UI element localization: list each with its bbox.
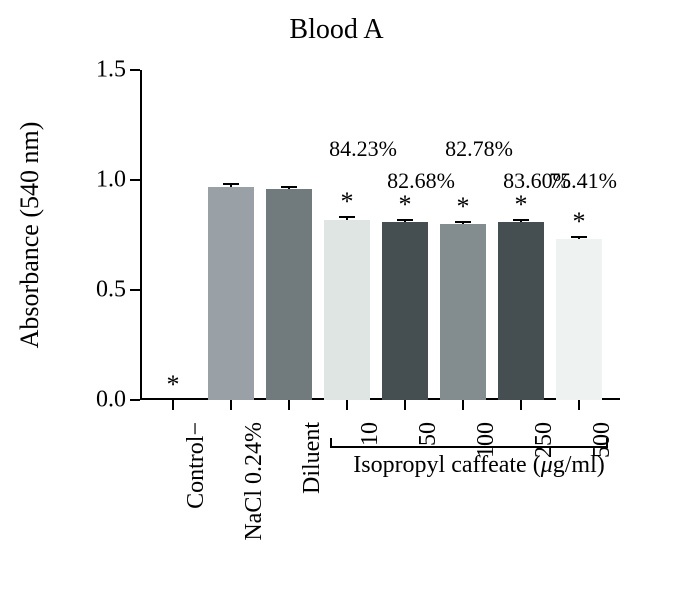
x-tick bbox=[520, 400, 522, 410]
x-label-diluent: Diluent bbox=[299, 422, 326, 494]
bar-nacl bbox=[208, 187, 254, 400]
bar-diluent bbox=[266, 189, 312, 400]
x-tick bbox=[462, 400, 464, 410]
bar-ic_500 bbox=[556, 239, 602, 400]
x-tick bbox=[346, 400, 348, 410]
error-stem bbox=[346, 217, 348, 219]
x-tick bbox=[404, 400, 406, 410]
y-tick bbox=[130, 69, 140, 71]
bracket-end bbox=[606, 438, 608, 448]
significance-star: * bbox=[341, 187, 354, 217]
group-bracket bbox=[330, 446, 608, 448]
error-stem bbox=[578, 237, 580, 239]
bracket-end bbox=[330, 438, 332, 448]
x-tick bbox=[230, 400, 232, 410]
error-stem bbox=[520, 220, 522, 222]
x-label-ic_10: 10 bbox=[357, 422, 384, 446]
significance-star: * bbox=[167, 370, 180, 400]
error-stem bbox=[288, 187, 290, 189]
y-tick-label: 1.5 bbox=[96, 57, 126, 84]
pct-label-ic_10: 84.23% bbox=[329, 136, 397, 162]
y-tick-label: 0.5 bbox=[96, 277, 126, 304]
bar-ic_50 bbox=[382, 222, 428, 400]
y-axis-line bbox=[140, 70, 142, 400]
x-tick bbox=[288, 400, 290, 410]
x-label-ic_50: 50 bbox=[415, 422, 442, 446]
bar-ic_10 bbox=[324, 220, 370, 400]
significance-star: * bbox=[515, 190, 528, 220]
chart-container: Blood A Absorbance (540 nm) 0.00.51.01.5… bbox=[0, 0, 673, 609]
y-tick bbox=[130, 179, 140, 181]
y-tick bbox=[130, 289, 140, 291]
error-stem bbox=[230, 184, 232, 186]
pct-label-ic_500: 75.41% bbox=[549, 168, 617, 194]
bar-ic_250 bbox=[498, 222, 544, 400]
x-label-nacl: NaCl 0.24% bbox=[241, 422, 268, 541]
plot-area: 0.00.51.01.5*Control−NaCl 0.24%Diluent*8… bbox=[140, 70, 620, 400]
error-stem bbox=[404, 220, 406, 222]
y-tick-label: 1.0 bbox=[96, 167, 126, 194]
y-axis-title: Absorbance (540 nm) bbox=[15, 122, 45, 349]
significance-star: * bbox=[399, 190, 412, 220]
error-stem bbox=[462, 222, 464, 224]
x-tick bbox=[578, 400, 580, 410]
pct-label-ic_100: 82.78% bbox=[445, 136, 513, 162]
significance-star: * bbox=[457, 192, 470, 222]
x-label-control_neg: Control− bbox=[183, 422, 210, 509]
bar-ic_100 bbox=[440, 224, 486, 400]
significance-star: * bbox=[573, 207, 586, 237]
x-tick bbox=[172, 400, 174, 410]
chart-title: Blood A bbox=[0, 14, 673, 46]
group-bracket-label: Isopropyl caffeate (μg/ml) bbox=[325, 452, 633, 479]
y-tick-label: 0.0 bbox=[96, 387, 126, 414]
y-tick bbox=[130, 399, 140, 401]
pct-label-ic_50: 82.68% bbox=[387, 168, 455, 194]
